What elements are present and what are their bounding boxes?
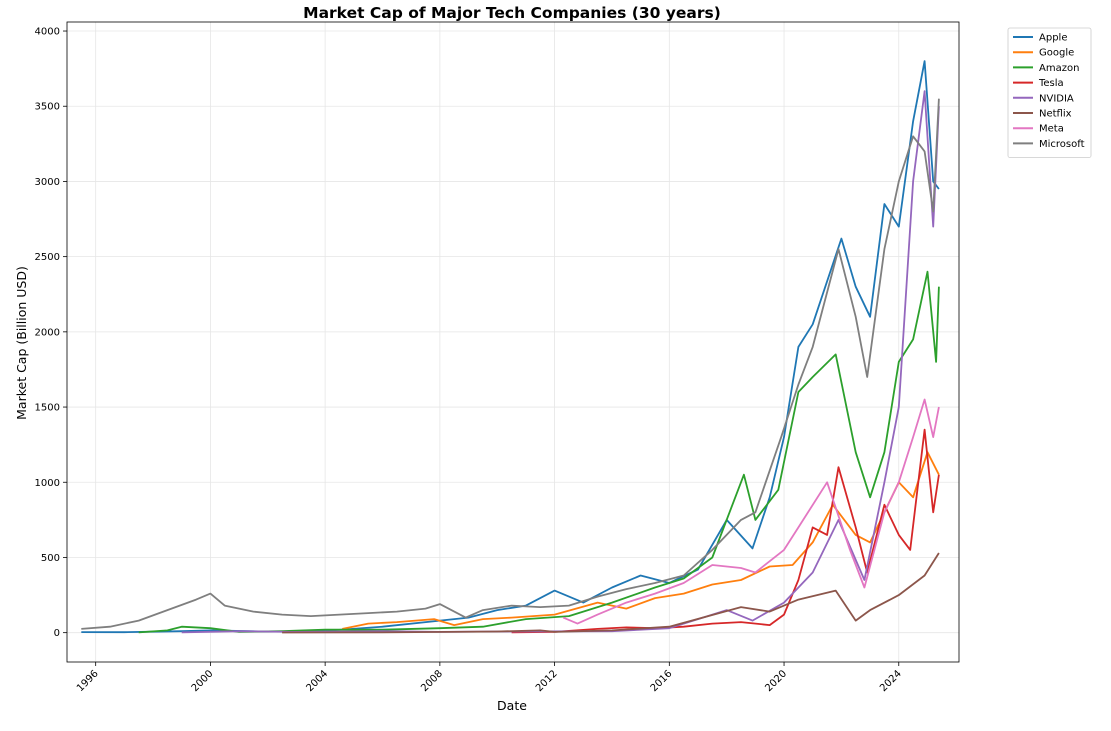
legend-label: Netflix: [1039, 109, 1072, 120]
x-tick-label: 2000: [190, 668, 216, 694]
y-tick-label: 1500: [35, 403, 60, 414]
legend-item-amazon: Amazon: [1013, 63, 1079, 74]
series-lines: [81, 60, 940, 634]
y-tick-label: 3500: [35, 102, 60, 113]
x-tick-label: 2012: [534, 668, 560, 694]
x-tick-label: 2024: [878, 668, 904, 694]
legend-item-google: Google: [1013, 48, 1074, 59]
y-tick-label: 0: [54, 628, 60, 639]
y-tick-label: 2000: [35, 327, 60, 338]
x-tick-label: 1996: [75, 668, 101, 694]
series-line-microsoft: [81, 98, 940, 630]
y-tick-label: 4000: [35, 27, 60, 38]
legend-item-apple: Apple: [1013, 33, 1067, 44]
legend-label: Google: [1039, 48, 1074, 59]
legend-box: [1007, 27, 1092, 159]
legend-label: NVIDIA: [1039, 93, 1074, 104]
legend-label: Apple: [1039, 33, 1067, 44]
legend-item-nvidia: NVIDIA: [1013, 93, 1074, 104]
series-line-google: [342, 451, 940, 630]
x-axis-label: Date: [497, 698, 527, 713]
y-axis: 0 500 1000 1500 2000 2500 3000 3500 4000: [35, 27, 67, 639]
legend-label: Amazon: [1039, 63, 1079, 74]
legend-label: Meta: [1039, 124, 1064, 135]
y-axis-label: Market Cap (Billion USD): [14, 266, 29, 420]
legend-label: Microsoft: [1039, 139, 1085, 150]
y-tick-label: 500: [41, 553, 60, 564]
plot-frame: [66, 21, 960, 663]
legend-item-netflix: Netflix: [1013, 109, 1072, 120]
plot-area: 1996 2000 2004 2008 2012 2016 2020 2024 0 500 100…: [35, 21, 960, 694]
x-axis: 1996 2000 2004 2008 2012 2016 2020 2024: [75, 662, 904, 694]
x-tick-label: 2008: [419, 668, 445, 694]
series-line-meta: [562, 398, 940, 625]
series-line-netflix: [282, 552, 940, 634]
legend-item-meta: Meta: [1013, 124, 1064, 135]
legend-item-tesla: Tesla: [1013, 78, 1064, 89]
x-tick-label: 2020: [763, 668, 789, 694]
x-tick-label: 2016: [649, 668, 675, 694]
legend-item-microsoft: Microsoft: [1013, 139, 1085, 150]
grid-lines: [67, 22, 959, 662]
series-line-apple: [81, 60, 940, 634]
y-tick-label: 2500: [35, 252, 60, 263]
y-tick-label: 1000: [35, 478, 60, 489]
series-line-nvidia: [181, 90, 940, 634]
chart-title: Market Cap of Major Tech Companies (30 y…: [303, 4, 721, 22]
legend-label: Tesla: [1038, 78, 1064, 89]
x-tick-label: 2004: [304, 668, 330, 694]
legend: Apple Google Amazon Tesla NVIDIA Netflix Meta M…: [1007, 27, 1092, 159]
y-tick-label: 3000: [35, 177, 60, 188]
